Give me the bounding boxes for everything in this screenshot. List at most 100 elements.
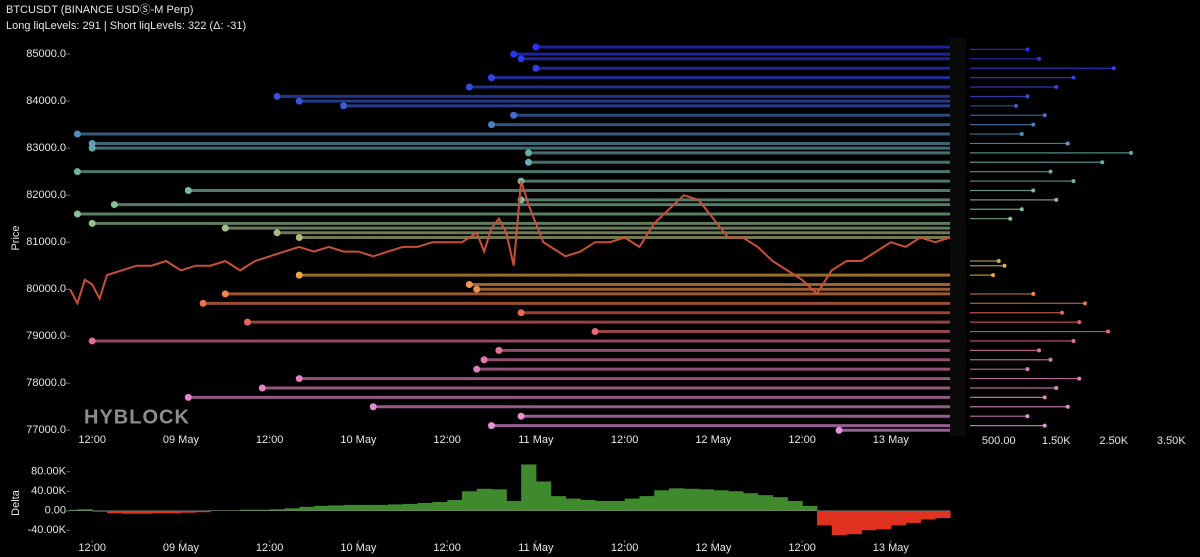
liq-level-dot <box>295 97 303 105</box>
x-tick-label: 12:00 <box>78 434 106 446</box>
liq-level-dot <box>88 219 96 227</box>
delta-bar <box>402 503 419 511</box>
y-tick-label: 84000.0 <box>26 95 66 107</box>
liq-level-dot <box>258 384 266 392</box>
liq-level-dot <box>488 74 496 82</box>
delta-bar <box>121 510 138 514</box>
y-tick-label: 77000.0 <box>26 424 66 436</box>
hist-dot <box>1014 103 1018 108</box>
delta-bar <box>580 500 596 511</box>
y-tick-label: 81000.0 <box>26 236 66 248</box>
delta-bar <box>343 504 359 511</box>
x-tick-label: 13 May <box>873 542 910 554</box>
y-tick-label: 79000.0 <box>26 330 66 342</box>
delta-bar <box>107 510 123 514</box>
delta-bar <box>136 510 152 514</box>
x-tick-label: 11 May <box>518 542 554 554</box>
x-tick-label: 12:00 <box>788 542 816 554</box>
liq-level-dot <box>524 158 532 166</box>
liq-level-dot <box>295 375 303 383</box>
liq-level-dot <box>88 337 96 345</box>
liq-level-dot <box>110 201 118 209</box>
hist-dot <box>1002 263 1007 268</box>
x-tick-label: 12:00 <box>611 434 639 446</box>
x-tick-label: 12:00 <box>433 434 461 446</box>
delta-bar <box>698 489 714 511</box>
delta-bar <box>713 490 729 511</box>
liq-level-dot <box>73 130 81 138</box>
chart-subtitle: Long liqLevels: 291 | Short liqLevels: 3… <box>6 20 246 32</box>
liq-level-dot <box>273 229 281 237</box>
hist-dot <box>1054 385 1059 390</box>
delta-bar <box>772 497 788 511</box>
hist-dot <box>1008 216 1013 221</box>
delta-bar <box>314 505 330 511</box>
x-tick-label: 12:00 <box>256 434 284 446</box>
hist-dot <box>1060 310 1064 315</box>
delta-bar <box>521 464 537 511</box>
delta-bar <box>787 501 803 511</box>
hist-dot <box>1019 132 1024 137</box>
separator <box>950 38 966 436</box>
liq-level-dot <box>199 299 207 307</box>
y-tick-label: 78000.0 <box>26 377 66 389</box>
liq-level-dot <box>184 393 192 401</box>
delta-bar <box>861 510 877 531</box>
hist-dot <box>1031 188 1036 193</box>
x-tick-label: 3.50K <box>1157 435 1186 447</box>
liq-level-dot <box>473 365 481 373</box>
y-tick-label: 82000.0 <box>26 189 66 201</box>
delta-bar <box>151 510 167 514</box>
delta-bar <box>743 493 759 511</box>
liq-level-dot <box>510 111 518 119</box>
liq-level-dot <box>532 64 540 72</box>
delta-bar <box>757 495 774 511</box>
hist-dot <box>1037 56 1041 61</box>
liq-level-dot <box>340 102 348 110</box>
y-axis-label: Delta <box>10 489 22 516</box>
liq-level-dot <box>369 403 377 411</box>
hist-dot <box>991 273 995 278</box>
delta-bar <box>417 502 433 511</box>
y-tick-label: 83000.0 <box>26 142 66 154</box>
y-axis-label: Price <box>10 225 22 250</box>
delta-bar <box>624 498 640 511</box>
liq-level-dot <box>221 224 229 232</box>
y-tick-label: -40.00K <box>27 524 66 536</box>
hist-dot <box>1042 113 1047 118</box>
x-tick-label: 10 May <box>340 542 377 554</box>
liq-level-dot <box>221 290 229 298</box>
delta-bar <box>491 489 507 511</box>
liq-level-dot <box>517 55 525 63</box>
plot-area <box>69 43 951 434</box>
x-tick-label: 1.50K <box>1042 435 1071 447</box>
hist-dot <box>1042 395 1047 400</box>
hist-dot <box>1019 207 1024 212</box>
delta-bar <box>816 510 833 526</box>
x-tick-label: 12:00 <box>433 542 461 554</box>
liq-level-dot <box>73 210 81 218</box>
x-tick-label: 13 May <box>873 434 910 446</box>
hist-dot <box>1100 160 1105 165</box>
x-tick-label: 11 May <box>518 434 554 446</box>
x-tick-label: 10 May <box>340 434 377 446</box>
price-line <box>69 180 951 306</box>
hist-dot <box>1025 367 1030 372</box>
hist-dot <box>996 259 1001 264</box>
delta-bar <box>476 488 493 511</box>
liq-level-dot <box>524 149 532 157</box>
x-tick-label: 09 May <box>163 434 200 446</box>
delta-bar <box>535 481 552 511</box>
liq-level-dot <box>184 186 192 194</box>
delta-bar <box>846 510 862 535</box>
x-tick-label: 12:00 <box>256 542 284 554</box>
delta-bar <box>358 504 374 511</box>
liq-level-dot <box>88 144 96 152</box>
delta-bar <box>195 510 212 513</box>
delta-bar <box>373 504 389 511</box>
liq-level-dot <box>488 422 496 430</box>
hist-dot <box>1071 179 1076 184</box>
liq-level-dot <box>517 412 525 420</box>
delta-bar <box>77 509 93 511</box>
